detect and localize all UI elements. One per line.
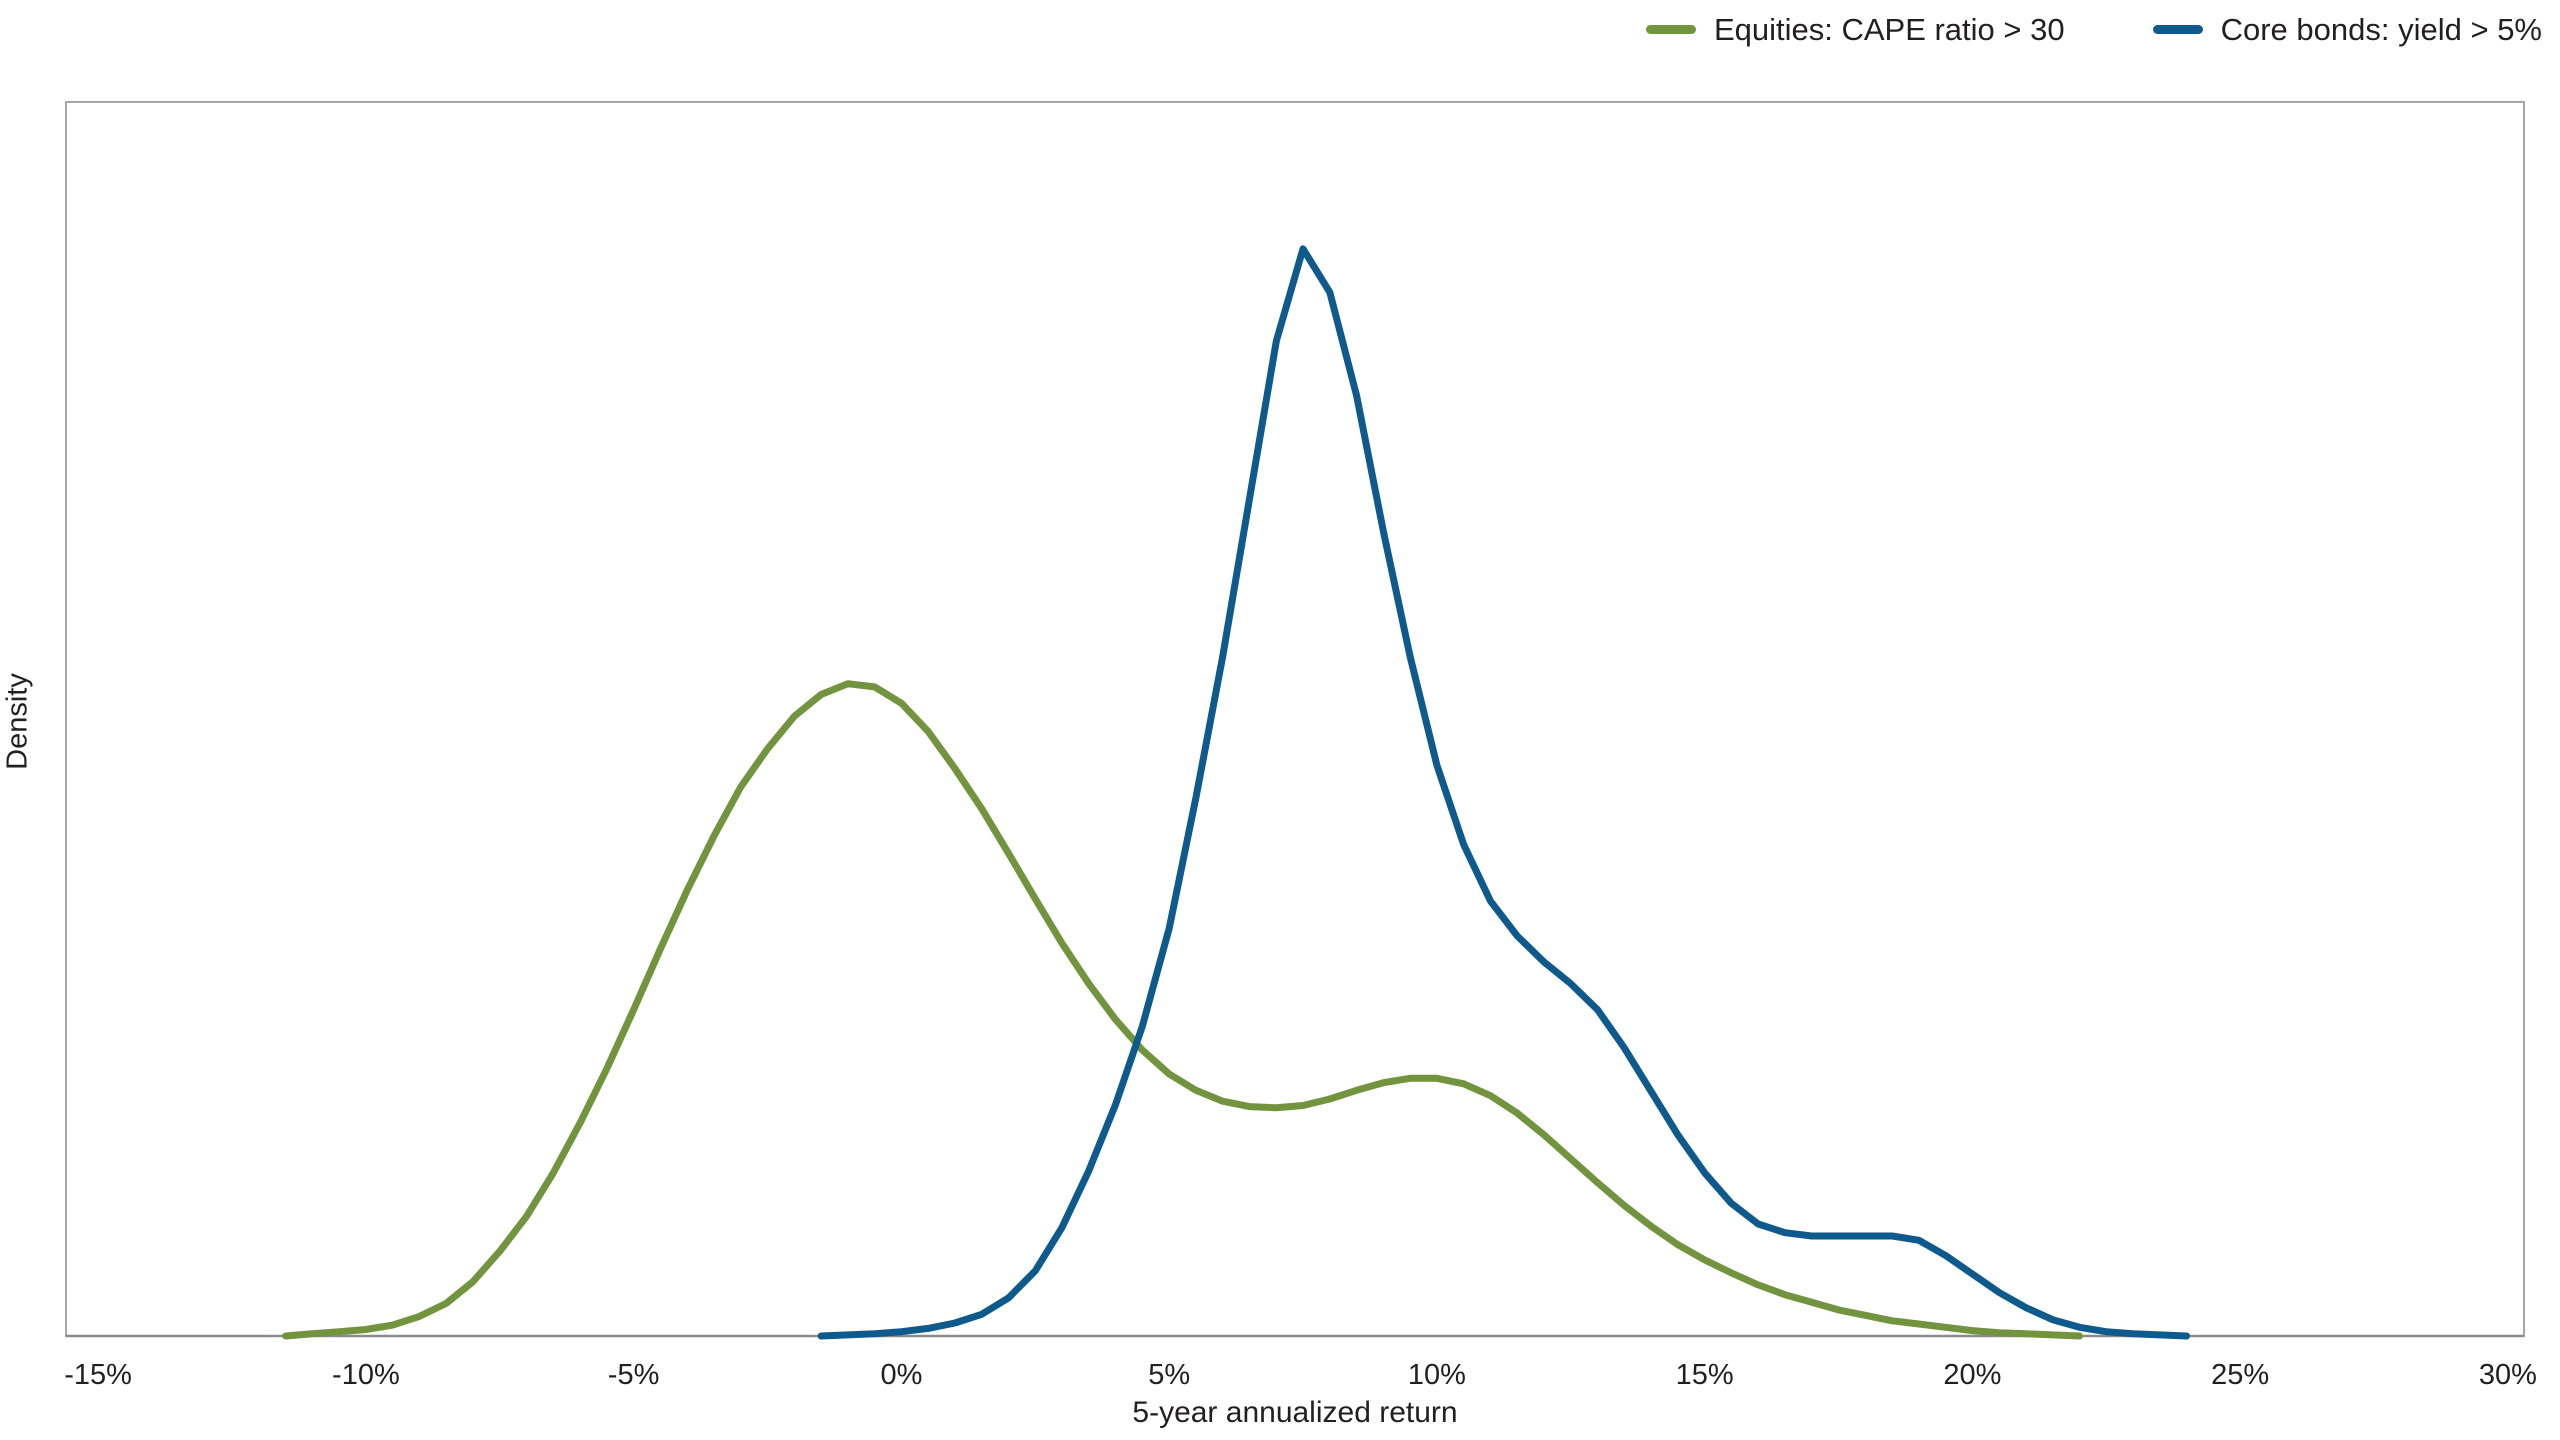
- x-tick-label: 25%: [2211, 1359, 2269, 1391]
- x-tick-label: -15%: [64, 1359, 132, 1391]
- equities-density-curve: [282, 680, 2083, 1340]
- core-bonds-legend-label: Core bonds: yield > 5%: [2220, 12, 2542, 47]
- legend-item-core-bonds: Core bonds: yield > 5%: [2152, 12, 2542, 47]
- equities-line-swatch-icon: [1645, 25, 1696, 34]
- legend-item-equities: Equities: CAPE ratio > 30: [1645, 12, 2065, 47]
- x-tick-label: 10%: [1408, 1359, 1466, 1391]
- x-tick-label: 30%: [2479, 1359, 2537, 1391]
- x-tick-label: 20%: [1943, 1359, 2001, 1391]
- equities-legend-label: Equities: CAPE ratio > 30: [1713, 12, 2065, 47]
- x-tick-label: -10%: [332, 1359, 400, 1391]
- core-bonds-density-curve: [817, 245, 2191, 1340]
- x-tick-label: -5%: [608, 1359, 660, 1391]
- x-axis-title: 5-year annualized return: [1132, 1396, 1458, 1429]
- legend: Equities: CAPE ratio > 30 Core bonds: yi…: [1645, 12, 2542, 47]
- y-axis-title: Density: [1, 673, 34, 770]
- core-bonds-line-swatch-icon: [2152, 25, 2203, 34]
- x-tick-label: 5%: [1148, 1359, 1190, 1391]
- x-tick-label: 0%: [880, 1359, 922, 1391]
- x-tick-label: 15%: [1676, 1359, 1734, 1391]
- x-axis-tick-labels: -15% -10% -5% 0% 5% 10% 15% 20% 25% 30%: [64, 1359, 2537, 1391]
